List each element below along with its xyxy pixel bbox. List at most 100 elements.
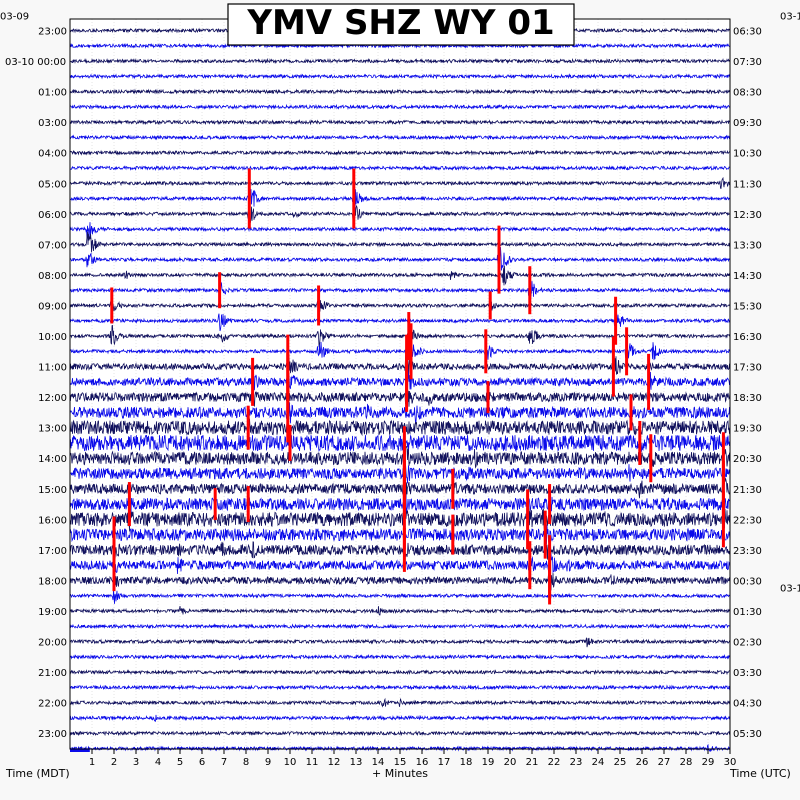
left-time-label: 09:00 bbox=[38, 301, 67, 312]
x-tick-label: 22 bbox=[548, 757, 561, 768]
trace-22 bbox=[69, 352, 731, 380]
right-time-label: 03:30 bbox=[733, 668, 762, 679]
seismic-events bbox=[70, 168, 725, 752]
right-time-label: 11:30 bbox=[733, 179, 762, 190]
trace-25 bbox=[69, 398, 731, 425]
trace-14 bbox=[69, 231, 731, 253]
trace-3 bbox=[69, 73, 731, 80]
left-time-label: 05:00 bbox=[38, 179, 67, 190]
x-tick-label: 28 bbox=[680, 757, 693, 768]
right-time-label: 17:30 bbox=[733, 363, 762, 374]
trace-18 bbox=[69, 295, 731, 316]
trace-17 bbox=[69, 281, 731, 303]
right-time-label: 18:30 bbox=[733, 393, 762, 404]
y-axis-labels: 23:00 01:00 03:00 04:00 05:00 06:00 07:00 08:00… bbox=[0, 12, 800, 741]
x-tick-label: 10 bbox=[284, 757, 297, 768]
right-time-label: 13:30 bbox=[733, 240, 762, 251]
trace-19 bbox=[69, 310, 731, 332]
x-tick-label: 4 bbox=[155, 757, 161, 768]
right-time-label: 22:30 bbox=[733, 515, 762, 526]
trace-36 bbox=[69, 569, 731, 591]
right-time-label: 04:30 bbox=[733, 699, 762, 710]
trace-39 bbox=[69, 623, 731, 630]
right-time-label: 20:30 bbox=[733, 454, 762, 465]
x-tick-label: 3 bbox=[133, 757, 139, 768]
left-time-label: 15:00 bbox=[38, 485, 67, 496]
left-time-label: 21:00 bbox=[38, 668, 67, 679]
x-axis: 1 2 3 4 5 6 7 8 9 10 11 12 13 14 15 16 17 18 19 20 21 22 23 24 2… bbox=[89, 749, 737, 768]
trace-5 bbox=[69, 103, 731, 111]
x-tick-label: 27 bbox=[658, 757, 671, 768]
left-time-label: 20:00 bbox=[38, 638, 67, 649]
left-time-label: 08:00 bbox=[38, 271, 67, 282]
trace-31 bbox=[69, 496, 731, 516]
x-tick-label: 30 bbox=[724, 757, 737, 768]
trace-41 bbox=[69, 653, 731, 661]
trace-13 bbox=[69, 222, 731, 240]
trace-33 bbox=[69, 523, 731, 545]
trace-29 bbox=[69, 463, 731, 488]
x-tick-label: 24 bbox=[592, 757, 605, 768]
x-tick-label: 2 bbox=[111, 757, 117, 768]
trace-30 bbox=[69, 475, 731, 500]
trace-2 bbox=[69, 57, 731, 65]
x-tick-label: 11 bbox=[306, 757, 319, 768]
trace-16 bbox=[69, 265, 731, 286]
x-tick-label: 8 bbox=[243, 757, 249, 768]
right-time-label: 19:30 bbox=[733, 424, 762, 435]
x-tick-label: 21 bbox=[526, 757, 539, 768]
trace-20 bbox=[69, 324, 731, 348]
trace-38 bbox=[69, 606, 731, 616]
x-tick-label: 17 bbox=[438, 757, 451, 768]
left-time-label: 10:00 bbox=[38, 332, 67, 343]
left-time-label: 12:00 bbox=[38, 393, 67, 404]
x-tick-label: 25 bbox=[614, 757, 627, 768]
title-box bbox=[227, 3, 575, 46]
trace-1 bbox=[69, 42, 731, 49]
trace-21 bbox=[69, 340, 731, 363]
left-time-label: 11:00 bbox=[38, 363, 67, 374]
x-tick-label: 13 bbox=[350, 757, 363, 768]
left-time-label: 22:00 bbox=[38, 699, 67, 710]
chart-title: YMV SHZ WY 01 bbox=[246, 3, 554, 43]
left-time-label: 14:00 bbox=[38, 454, 67, 465]
right-axis-label: Time (UTC) bbox=[729, 767, 791, 780]
right-time-label: 09:30 bbox=[733, 118, 762, 129]
left-time-label: 17:00 bbox=[38, 546, 67, 557]
right-time-label: 08:30 bbox=[733, 88, 762, 99]
trace-7 bbox=[69, 134, 731, 141]
right-time-label: 05:30 bbox=[733, 729, 762, 740]
x-axis-label: + Minutes bbox=[372, 767, 428, 780]
trace-28 bbox=[69, 445, 731, 473]
trace-4 bbox=[69, 88, 731, 95]
trace-10 bbox=[69, 176, 731, 189]
trace-12 bbox=[69, 204, 731, 225]
right-time-label: 16:30 bbox=[733, 332, 762, 343]
x-tick-label: 19 bbox=[482, 757, 495, 768]
trace-32 bbox=[69, 504, 731, 532]
trace-27 bbox=[69, 431, 731, 453]
right-time-label: 14:30 bbox=[733, 271, 762, 282]
left-time-label: 13:00 bbox=[38, 424, 67, 435]
left-axis-label: Time (MDT) bbox=[5, 767, 70, 780]
trace-35 bbox=[69, 553, 731, 579]
left-time-label: 23:00 bbox=[38, 27, 67, 38]
left-date-label: 03-09 bbox=[0, 12, 29, 23]
x-tick-label: 15 bbox=[394, 757, 407, 768]
x-tick-label: 14 bbox=[372, 757, 385, 768]
right-time-label: 21:30 bbox=[733, 485, 762, 496]
left-time-label: 04:00 bbox=[38, 149, 67, 160]
x-tick-label: 20 bbox=[504, 757, 517, 768]
trace-15 bbox=[69, 246, 731, 273]
trace-34 bbox=[69, 540, 731, 561]
left-time-label: 06:00 bbox=[38, 210, 67, 221]
left-time-label: 07:00 bbox=[38, 240, 67, 251]
trace-42 bbox=[69, 669, 731, 676]
left-time-label: 03:00 bbox=[38, 118, 67, 129]
right-time-label: 01:30 bbox=[733, 607, 762, 618]
x-tick-label: 23 bbox=[570, 757, 583, 768]
x-tick-label: 9 bbox=[265, 757, 271, 768]
trace-24 bbox=[69, 387, 731, 408]
left-date-label: 03-10 00:00 bbox=[5, 57, 66, 68]
